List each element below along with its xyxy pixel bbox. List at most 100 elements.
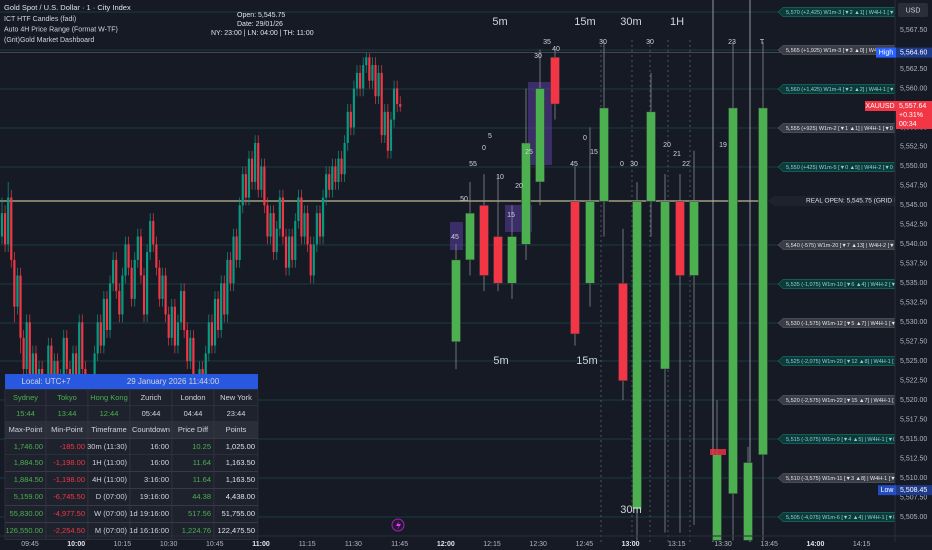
dash-city: Tokyo bbox=[57, 393, 77, 402]
dash-column: Countdown bbox=[132, 425, 170, 434]
level-label: 5,525 (-2,075) W1m-20 [▼12 ▲8] | W4H-1 [… bbox=[786, 359, 914, 365]
count-label: 30 bbox=[630, 161, 638, 168]
time-tick-label: 14:15 bbox=[853, 541, 871, 548]
price-tick-label: 5,512.50 bbox=[900, 455, 927, 462]
candle-body bbox=[337, 158, 340, 182]
dash-value: 1,224.76 bbox=[182, 526, 211, 535]
candle-body bbox=[281, 197, 285, 237]
dash-value: 517.56 bbox=[188, 509, 211, 518]
dash-value: 51,755.00 bbox=[222, 509, 255, 518]
indicator-name[interactable]: (Grit)Gold Market Dashboard bbox=[4, 37, 94, 44]
htf-title: 15m bbox=[574, 16, 595, 28]
time-tick-label: 13:30 bbox=[714, 541, 732, 548]
price-tick-label: 5,520.00 bbox=[900, 397, 927, 404]
level-label: 5,535 (-1,075) W1m-10 [▼6 ▲4] | W4H-2 [▼… bbox=[786, 282, 911, 288]
candle-body bbox=[250, 158, 254, 182]
candle-body bbox=[260, 166, 263, 190]
candle-body bbox=[31, 353, 34, 385]
htf-body bbox=[728, 107, 738, 494]
candle-body bbox=[47, 345, 50, 385]
candle-body bbox=[62, 337, 65, 377]
dash-column: Points bbox=[226, 425, 247, 434]
candle-body bbox=[272, 213, 275, 253]
htf-body bbox=[550, 57, 560, 105]
price-tick-label: 5,567.50 bbox=[900, 27, 927, 34]
level-label: 5,520 (-2,575) W1m-22 [▼15 ▲7] | W4H-1 [… bbox=[786, 398, 914, 404]
htf-body bbox=[660, 201, 670, 370]
count-label: 35 bbox=[543, 39, 551, 46]
count-label: 20 bbox=[663, 142, 671, 149]
currency[interactable]: USD bbox=[906, 7, 921, 14]
candle-body bbox=[173, 306, 176, 346]
price-tick-label: 5,517.50 bbox=[900, 416, 927, 423]
candle-body bbox=[392, 88, 396, 120]
candle-body bbox=[139, 236, 143, 276]
dash-city: Hong Kong bbox=[90, 393, 128, 402]
level-label: 5,550 (+425) W1m-5 [▼0 ▲5] | W4H-2 [▼0 ▲… bbox=[786, 165, 905, 171]
count-label: 10 bbox=[496, 174, 504, 181]
candle-body bbox=[0, 213, 4, 237]
candle-body bbox=[145, 252, 149, 315]
candle-body bbox=[192, 337, 195, 385]
price-tick-label: 5,537.50 bbox=[900, 261, 927, 268]
htf-body bbox=[618, 283, 628, 381]
count-label: 40 bbox=[552, 46, 560, 53]
order-block bbox=[450, 222, 463, 250]
candle-body bbox=[371, 65, 374, 81]
dash-value: 1,163.50 bbox=[226, 475, 255, 484]
candle-body bbox=[294, 220, 297, 260]
count-label: 21 bbox=[673, 151, 681, 158]
htf-title: 30m bbox=[620, 16, 641, 28]
level-label: 5,565 (+1,925) W1m-3 [▼3 ▲0] | W4H-1 [▼0… bbox=[786, 48, 909, 54]
candle-body bbox=[7, 197, 10, 245]
indicator-name[interactable]: Auto 4H Price Range (Format W-TF) bbox=[4, 26, 118, 33]
htf-body bbox=[521, 142, 531, 245]
low-price: 5,508.45 bbox=[900, 487, 927, 494]
count-label: 19 bbox=[719, 142, 727, 149]
candle-body bbox=[346, 111, 349, 144]
candle-body bbox=[133, 259, 136, 299]
high-price-box bbox=[896, 47, 932, 58]
candle-body bbox=[365, 57, 368, 66]
candle-body bbox=[164, 275, 167, 315]
dash-value: 10.25 bbox=[192, 442, 211, 451]
dash-value: 11.64 bbox=[193, 458, 211, 467]
dash-city-time: 23:44 bbox=[227, 409, 246, 418]
candle-body bbox=[226, 259, 229, 315]
dash-value: 122,475.50 bbox=[217, 526, 255, 535]
candle-body bbox=[81, 322, 84, 369]
dash-column: Max-Point bbox=[9, 425, 44, 434]
candle-body bbox=[343, 143, 346, 175]
low-price-box bbox=[896, 485, 932, 496]
candle-body bbox=[16, 275, 19, 307]
dash-local: Local: UTC+7 bbox=[21, 377, 71, 386]
candle-body bbox=[306, 213, 309, 245]
dash-value: 55,830.00 bbox=[10, 509, 43, 518]
count-label: 0 bbox=[583, 135, 587, 142]
candle-body bbox=[220, 283, 223, 331]
candle-body bbox=[127, 244, 130, 268]
time-tick-label: 09:45 bbox=[21, 541, 39, 548]
candle-body bbox=[124, 244, 127, 276]
dash-cell bbox=[213, 488, 259, 506]
count-label: 25 bbox=[525, 149, 533, 156]
indicator-name[interactable]: ICT HTF Candles (fadi) bbox=[4, 16, 76, 23]
dash-city-time: 15:44 bbox=[16, 409, 35, 418]
candle-body bbox=[161, 275, 164, 299]
price-tick-label: 5,552.50 bbox=[900, 144, 927, 151]
candle-body bbox=[241, 174, 244, 206]
real-open-label: REAL OPEN: 5,545.75 (GRID R bbox=[806, 198, 899, 205]
dash-value: 126,550.00 bbox=[5, 526, 43, 535]
time-tick-label: 10:30 bbox=[160, 541, 178, 548]
htf-body bbox=[479, 205, 489, 276]
price-tick-label: 5,530.00 bbox=[900, 319, 927, 326]
candle-body bbox=[108, 283, 112, 331]
htf-body bbox=[675, 201, 685, 276]
candle-body bbox=[115, 259, 118, 292]
time-tick-label: 12:30 bbox=[529, 541, 547, 548]
candle-body bbox=[213, 298, 217, 346]
dash-value: -1,198.00 bbox=[53, 475, 85, 484]
dash-value: 1,884.50 bbox=[14, 458, 43, 467]
candle-body bbox=[269, 213, 272, 237]
candle-body bbox=[383, 111, 386, 136]
